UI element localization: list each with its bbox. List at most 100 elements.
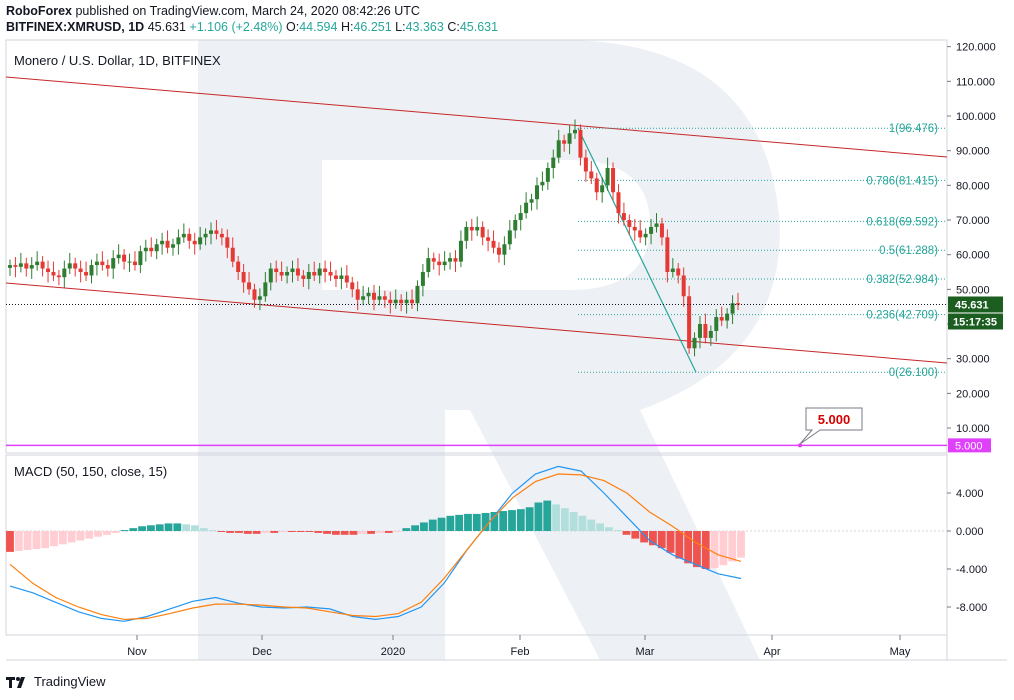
candle-body [410, 299, 415, 304]
macd-panel-title: MACD (50, 150, close, 15) [14, 464, 167, 479]
candle-body [247, 282, 252, 290]
macd-histogram-bar [393, 531, 402, 532]
candle-body [469, 226, 474, 231]
fib-level-label: 0.618(69.592) [866, 216, 938, 228]
time-tick-label: Apr [763, 646, 780, 658]
candle-body [551, 157, 556, 169]
macd-histogram-bar [420, 522, 428, 531]
symbol-name: BITFINEX:XMRUSD, 1D [6, 20, 145, 34]
macd-histogram-bar [340, 531, 349, 535]
macd-histogram-bar [437, 517, 446, 531]
macd-histogram-bar [508, 510, 516, 531]
candle-body [350, 282, 355, 290]
macd-histogram-bar [657, 531, 666, 549]
macd-histogram-bar [587, 519, 596, 531]
symbol-line: BITFINEX:XMRUSD, 1D 45.631 +1.106 (+2.48… [6, 20, 498, 35]
candle-body [687, 296, 692, 349]
candle-body [84, 272, 89, 276]
candle-body [638, 230, 643, 238]
candle-body [404, 299, 409, 304]
candle-body [46, 268, 51, 273]
candle-body [589, 171, 594, 179]
macd-histogram-bar [710, 531, 719, 569]
candle-body [556, 140, 561, 158]
candle-body [594, 178, 599, 193]
macd-histogram-bar [464, 513, 472, 531]
macd-histogram-bar [182, 524, 191, 531]
candle-body [714, 317, 719, 331]
macd-histogram-bar [164, 523, 173, 531]
candle-body [344, 275, 349, 283]
candle-body [736, 303, 740, 305]
macd-histogram-bar [349, 531, 358, 535]
macd-histogram-bar [252, 531, 261, 534]
candle-body [132, 261, 137, 266]
tradingview-logo[interactable]: TradingView [6, 674, 106, 689]
fib-level-label: 0.5(61.288) [879, 245, 938, 257]
candle-body [502, 244, 507, 255]
macd-histogram-bar [693, 531, 701, 568]
candle-body [339, 275, 344, 279]
candle-body [73, 263, 78, 269]
candle-body [56, 275, 61, 278]
price-channel[interactable] [5, 76, 948, 364]
macd-histogram-bar [613, 530, 622, 532]
candle-body [388, 299, 393, 304]
target-level[interactable]: 5.000 5.000 [6, 407, 991, 453]
macd-histogram-bar [173, 523, 182, 531]
macd-histogram-bar [428, 519, 437, 531]
candle-body [681, 275, 686, 297]
time-tick-label: Feb [511, 646, 530, 658]
target-callout-box [799, 407, 863, 445]
candle-body [51, 272, 56, 276]
macd-line [9, 465, 742, 622]
candle-body [165, 240, 170, 248]
macd-histogram-bar [85, 531, 94, 539]
macd-histogram-bar [384, 531, 393, 533]
candle-body [545, 168, 550, 182]
candle-body [676, 268, 681, 276]
macd-histogram-bar [32, 531, 41, 550]
macd-histogram-bar [199, 528, 208, 531]
candle-body [448, 258, 453, 262]
candle-body [382, 296, 387, 300]
candle-body [611, 168, 616, 193]
candle-body [513, 220, 518, 231]
candle-body [399, 299, 404, 304]
price-tick-label: 60.000 [956, 250, 990, 262]
fib-retracement[interactable]: 1(96.476) 0.786(81.415) 0.618(69.592) 0.5(6… [577, 123, 945, 379]
price-tick-label: 120.000 [956, 42, 996, 54]
candle-body [143, 247, 148, 252]
macd-histogram-bar [226, 531, 235, 533]
candle-body [692, 337, 697, 349]
candle-body [333, 275, 338, 279]
published-text: published on TradingView.com, March 24, … [75, 4, 420, 18]
candle-body [192, 240, 197, 245]
candle-body [236, 261, 241, 273]
publisher-name: RoboForex [6, 4, 72, 18]
candle-body [420, 272, 425, 286]
candle-body [263, 282, 268, 297]
candle-body [507, 230, 512, 245]
countdown-badge [948, 313, 1003, 330]
macd-histogram-bar [111, 531, 120, 533]
candle-body [583, 157, 588, 172]
time-tick-label: Dec [252, 646, 272, 658]
candle-body [285, 272, 290, 276]
macd-indicator [6, 465, 745, 622]
macd-histogram-bar [675, 531, 684, 559]
macd-histogram-bar [472, 513, 481, 531]
macd-histogram-bar [640, 531, 649, 543]
macd-tick-label: 0.000 [956, 526, 984, 538]
price-tick-label: 20.000 [956, 388, 990, 400]
macd-histogram-bar [631, 531, 640, 539]
macd-tick-label: -4.000 [956, 564, 987, 576]
candle-body [257, 296, 262, 300]
macd-histogram-bar [684, 531, 693, 564]
candle-body [94, 261, 99, 266]
candle-body [198, 237, 203, 245]
candle-body [366, 292, 371, 297]
macd-histogram-bar [666, 531, 675, 553]
candle-body [431, 258, 436, 262]
